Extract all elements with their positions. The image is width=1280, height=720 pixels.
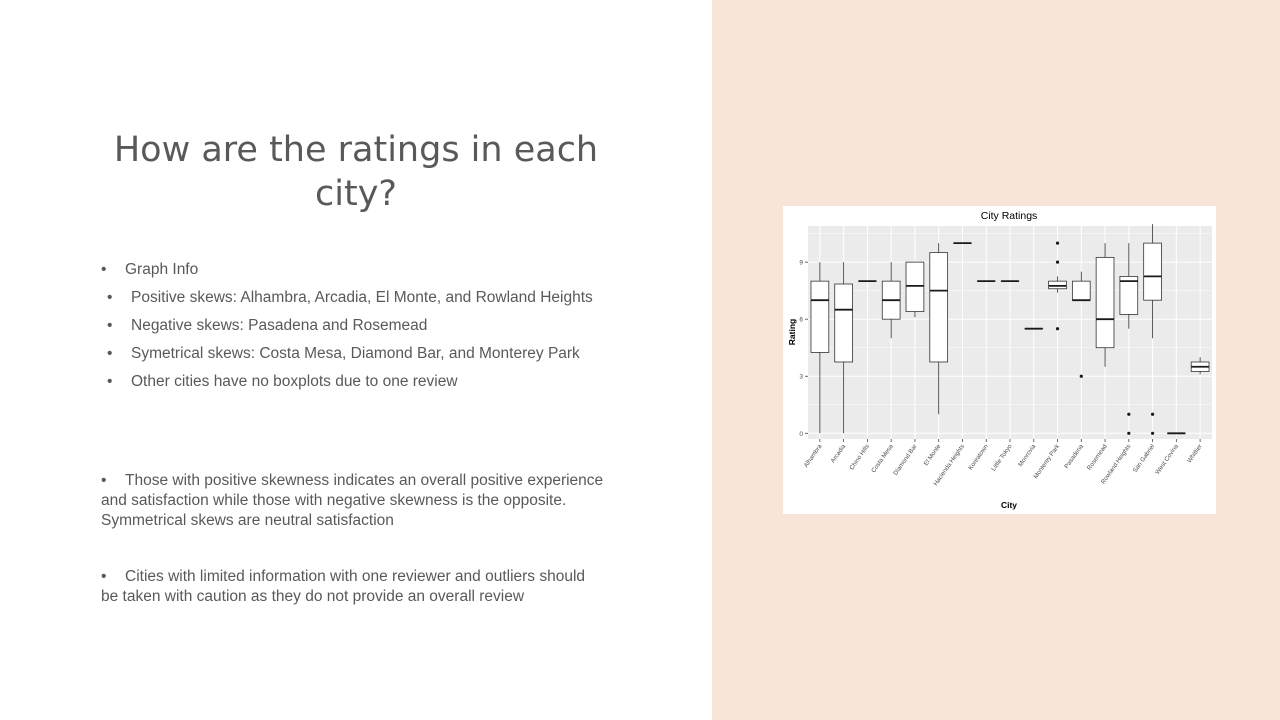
box-iqr	[834, 283, 853, 363]
y-tick-label: 9	[799, 260, 803, 267]
y-axis-label: Rating	[787, 319, 797, 345]
outlier-point	[1055, 241, 1060, 245]
bullet-list: • Graph Info • Positive skews: Alhambra,…	[101, 260, 621, 400]
bullet-dot: •	[101, 568, 107, 585]
bullet-item: • Negative skews: Pasadena and Rosemead	[101, 316, 621, 336]
box-alhambra	[810, 262, 830, 434]
paragraph-text: Those with positive skewness indicates a…	[101, 472, 604, 529]
x-tick-label: El Monte	[923, 443, 943, 467]
city-ratings-boxplot: City Ratings 0 3 6 9 Alhambra Arcadia Chino H…	[787, 210, 1212, 510]
y-axis: 0 3 6 9	[799, 260, 808, 438]
y-tick-label: 0	[799, 431, 803, 438]
x-tick-label: Little Tokyo	[990, 443, 1014, 473]
chart-card: City Ratings 0 3 6 9 Alhambra Arcadia Chino H…	[783, 206, 1216, 514]
bullet-dot: •	[101, 261, 107, 278]
x-tick-label: San Gabriel	[1132, 443, 1156, 474]
box-iqr	[1071, 280, 1091, 301]
paragraph-caution: • Cities with limited information with on…	[101, 567, 606, 607]
outlier-point	[1055, 327, 1060, 331]
bullet-text: Other cities have no boxplots due to one…	[131, 373, 458, 390]
bullet-text: Negative skews: Pasadena and Rosemead	[131, 317, 428, 334]
x-tick-label: Alhambra	[803, 443, 824, 469]
bullet-dot: •	[107, 317, 113, 334]
outlier-point	[1127, 431, 1131, 435]
box-iqr	[1143, 242, 1162, 301]
box-san-gabriel	[1143, 224, 1162, 435]
x-axis: Alhambra Arcadia Chino Hills Costa MesaDiam…	[803, 439, 1204, 487]
bullet-text: Graph Info	[125, 261, 199, 278]
x-tick-label: Chino Hills	[848, 443, 871, 471]
box-iqr	[1119, 275, 1139, 315]
box-monterey-park	[1048, 241, 1067, 331]
chart-title: City Ratings	[981, 210, 1038, 222]
bullet-dot: •	[107, 289, 113, 306]
slide-title: How are the ratings in each city?	[113, 130, 599, 214]
x-axis-label: City	[1001, 500, 1017, 510]
outlier-point	[1150, 412, 1155, 416]
outlier-point	[1079, 374, 1083, 378]
x-tick-label: West Covina	[1154, 443, 1180, 476]
bullet-item: • Graph Info	[101, 260, 621, 280]
box-pasadena	[1071, 271, 1091, 378]
box-iqr	[1048, 280, 1067, 290]
bullet-text: Positive skews: Alhambra, Arcadia, El Mo…	[131, 289, 593, 306]
x-tick-label: Diamond Bar	[892, 443, 918, 477]
paragraph-skewness: • Those with positive skewness indicates …	[101, 471, 606, 531]
bullet-dot: •	[101, 472, 107, 489]
box-arcadia	[834, 262, 853, 434]
bullet-text: Symetrical skews: Costa Mesa, Diamond Ba…	[131, 345, 580, 362]
bullet-dot: •	[107, 373, 113, 390]
y-tick-label: 6	[799, 317, 803, 324]
x-tick-label: Rosemead	[1086, 443, 1109, 472]
x-tick-label: Costa Mesa	[870, 443, 895, 475]
box-costa-mesa	[881, 262, 901, 339]
outlier-point	[1127, 412, 1131, 416]
box-diamond-bar	[905, 261, 925, 318]
bullet-dot: •	[107, 345, 113, 362]
bullet-item: • Positive skews: Alhambra, Arcadia, El …	[101, 288, 621, 308]
x-tick-label: Pasadena	[1063, 443, 1085, 470]
box-rowland-heights	[1119, 243, 1139, 435]
outlier-point	[1150, 431, 1155, 435]
outlier-point	[1055, 260, 1060, 264]
box-iqr	[1095, 256, 1115, 349]
bullet-item: • Other cities have no boxplots due to o…	[101, 372, 621, 392]
bullet-item: • Symetrical skews: Costa Mesa, Diamond …	[101, 344, 621, 364]
paragraph-text: Cities with limited information with one…	[101, 568, 586, 605]
x-tick-label: Whittier	[1186, 443, 1204, 464]
box-whittier	[1190, 357, 1210, 375]
box-iqr	[905, 261, 925, 312]
box-el-monte	[929, 243, 949, 415]
box-iqr	[929, 252, 949, 363]
box-rosemead	[1095, 243, 1115, 367]
x-tick-label: Koreatown	[967, 443, 990, 472]
x-tick-label: Arcadia	[830, 443, 848, 465]
box-iqr	[810, 280, 830, 353]
x-tick-label: Monrovia	[1017, 443, 1038, 468]
boxes	[810, 224, 1210, 435]
y-tick-label: 3	[799, 374, 803, 381]
